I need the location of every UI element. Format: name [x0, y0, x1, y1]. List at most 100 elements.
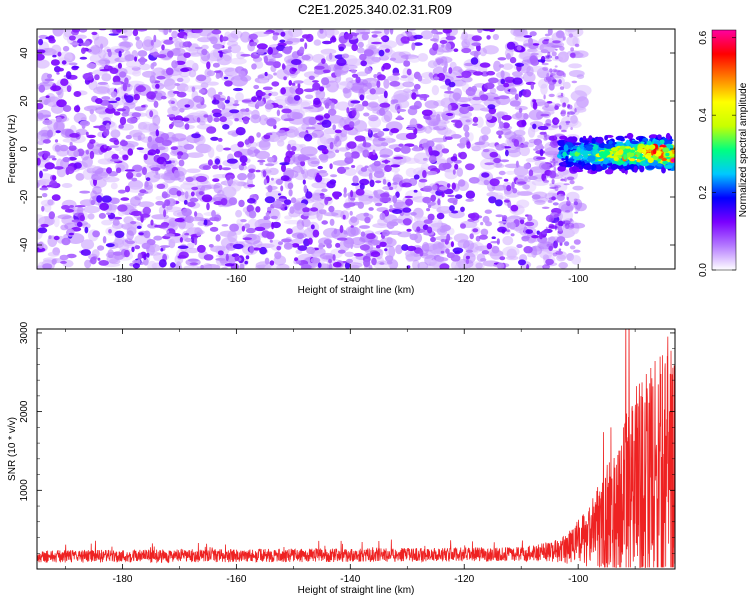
spectrogram-cell	[518, 90, 523, 98]
spectrogram-cell	[319, 29, 324, 34]
spectrogram-cell	[134, 195, 143, 201]
spectrogram-cell	[525, 81, 536, 86]
spectrogram-cell	[373, 160, 381, 167]
spectrogram-cell	[124, 54, 135, 62]
spectrogram-cell	[147, 149, 157, 156]
spectrogram-cell	[120, 197, 130, 201]
spectrogram-cell	[525, 229, 533, 235]
spectrogram-cell	[447, 194, 455, 198]
spectrogram-cell	[140, 213, 150, 218]
spectrogram-cell	[593, 161, 601, 165]
spectrogram-cell	[455, 75, 464, 79]
spectrogram-cell	[413, 83, 421, 90]
spectrogram-cell	[537, 125, 549, 131]
spectrogram-cell	[566, 111, 570, 118]
spectrogram-cell	[150, 52, 160, 56]
spectrogram-cell	[223, 147, 231, 151]
spectrogram-cell	[563, 183, 570, 186]
spectrogram-cell	[569, 180, 575, 185]
spectrogram-cell	[380, 192, 390, 198]
spectrogram-cell	[332, 261, 342, 268]
spectrogram-cell	[136, 29, 148, 32]
spectrogram-cell	[444, 90, 454, 94]
spectrogram-cell	[428, 146, 433, 154]
spectrogram-cell	[406, 245, 417, 251]
spectrogram-cell	[491, 245, 500, 254]
spectrogram-cell	[180, 76, 191, 84]
spectrogram-cell	[323, 212, 339, 217]
spectrogram-cell	[289, 151, 296, 155]
spectrogram-cell	[466, 141, 471, 149]
spectrogram-cell	[370, 251, 381, 258]
spectrogram-cell	[337, 249, 346, 254]
spectrogram-cell	[471, 35, 482, 42]
spectrogram-cell	[286, 228, 293, 235]
spectrogram-cell	[463, 124, 470, 132]
spectrogram-cell	[538, 143, 544, 151]
spectrogram-cell	[373, 190, 378, 196]
spectrogram-cell	[541, 62, 549, 66]
spectrogram-cell	[495, 199, 503, 207]
spectrogram-cell	[591, 138, 596, 144]
spectrogram-cell	[350, 190, 354, 198]
spectrogram-cell	[516, 191, 533, 196]
spectrogram-cells	[37, 29, 675, 269]
spectrogram-cell	[263, 31, 272, 35]
spectrogram-cell	[530, 52, 539, 56]
spectrogram-cell	[217, 137, 223, 142]
spectrogram-cell	[529, 55, 538, 64]
spectrogram-cell	[61, 60, 67, 65]
spectrogram-cell	[453, 233, 469, 243]
spectrogram-cell	[80, 239, 95, 250]
spectrogram-cell	[544, 134, 550, 140]
spectrogram-cell	[272, 200, 282, 208]
spectrogram-cell	[149, 110, 154, 118]
spectrogram-cell	[448, 67, 453, 74]
spectrogram-y-tick-label: -40	[19, 237, 30, 252]
spectrogram-cell	[572, 156, 577, 163]
spectrogram-cell	[60, 224, 69, 231]
spectrogram-cell	[114, 48, 125, 54]
spectrogram-cell	[212, 178, 220, 183]
spectrogram-cell	[184, 123, 190, 130]
spectrogram-cell	[303, 133, 313, 142]
spectrogram-cell	[573, 249, 581, 253]
spectrogram-cell	[135, 36, 140, 41]
spectrogram-cell	[543, 174, 546, 178]
spectrogram-cell	[183, 52, 191, 58]
colorbar-label: Normalized spectral amplitude	[738, 82, 749, 217]
spectrogram-cell	[287, 182, 294, 190]
spectrogram-cell	[118, 35, 128, 39]
spectrogram-cell	[428, 72, 433, 78]
spectrogram-cell	[82, 222, 91, 229]
spectrogram-cell	[98, 260, 109, 266]
spectrogram-cell	[532, 43, 540, 46]
spectrogram-cell	[562, 36, 566, 41]
spectrogram-cell	[213, 201, 223, 205]
snr-background	[37, 329, 675, 569]
spectrogram-cell	[402, 178, 411, 185]
spectrogram-cell	[105, 107, 116, 114]
spectrogram-cell	[528, 175, 538, 181]
spectrogram-cell	[564, 223, 568, 227]
spectrogram-cell	[278, 129, 286, 134]
spectrogram-cell	[265, 212, 270, 216]
spectrogram-cell	[324, 197, 329, 205]
spectrogram-cell	[533, 148, 539, 151]
snr-y-tick-label: 2000	[19, 400, 30, 423]
spectrogram-cell	[119, 71, 127, 78]
spectrogram-cell	[130, 221, 137, 225]
spectrogram-cell	[551, 79, 558, 83]
spectrogram-cell	[288, 80, 293, 86]
spectrogram-cell	[393, 90, 410, 102]
spectrogram-cell	[153, 235, 163, 241]
spectrogram-cell	[383, 78, 390, 89]
spectrogram-cell	[105, 122, 111, 131]
spectrogram-cell	[500, 70, 505, 78]
spectrogram-cell	[329, 52, 333, 60]
spectrogram-cell	[211, 29, 222, 35]
spectrogram-cell	[555, 220, 559, 226]
spectrogram-cell	[212, 43, 223, 50]
spectrogram-cell	[545, 55, 553, 59]
spectrogram-cell	[196, 232, 201, 237]
